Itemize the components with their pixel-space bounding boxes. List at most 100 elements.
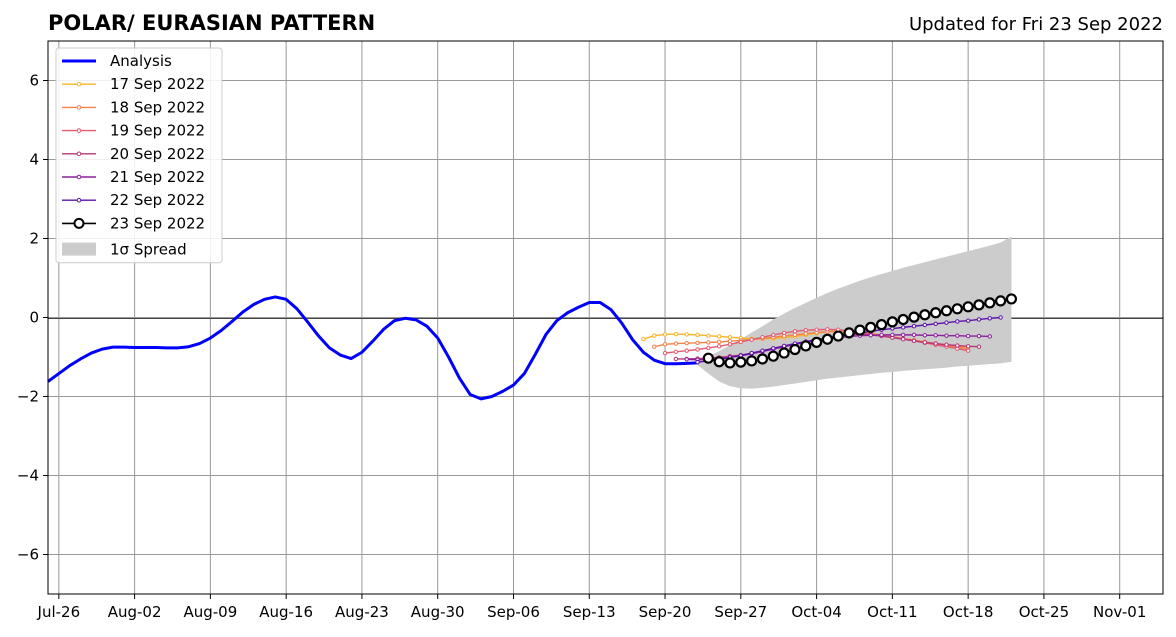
legend-entry: 21 Sep 2022 [62,168,205,186]
data-point [673,356,679,362]
data-point [749,337,754,342]
data-point [695,332,700,338]
chart-subtitle: Updated for Fri 23 Sep 2022 [909,14,1163,35]
data-point [695,347,700,352]
data-point [976,333,982,339]
data-point [760,335,765,340]
data-point [792,332,798,338]
data-point [716,334,722,339]
data-point [976,317,982,322]
data-point [684,357,689,362]
data-point [727,335,733,340]
legend-label: 1σ Spread [110,241,187,259]
data-point [951,303,963,315]
data-point [716,339,722,345]
data-point [955,333,960,338]
x-tick-label: Oct-11 [867,603,917,621]
legend-entry: 1σ Spread [62,241,187,259]
legend-label: 17 Sep 2022 [110,75,205,93]
data-point [684,332,689,337]
data-point [911,323,917,329]
legend-entry: Analysis [62,52,172,70]
legend-label: Analysis [110,52,172,70]
data-point [771,346,776,351]
data-point [944,333,949,338]
data-point [843,327,855,339]
data-point [810,336,823,348]
legend-label: 21 Sep 2022 [110,168,205,186]
data-point [781,343,787,349]
x-tick-label: Sep-20 [639,603,692,621]
data-point [875,319,888,331]
y-tick-label: 4 [29,151,39,169]
y-tick-label: −4 [17,467,39,485]
data-point [652,344,657,349]
legend: Analysis 17 Sep 2022 18 Sep 2022 19 Sep 202… [55,47,223,264]
data-point [922,322,928,328]
data-point [695,340,700,345]
data-point [933,341,938,346]
data-point [965,344,971,349]
y-tick-label: −2 [17,388,39,406]
data-point [900,337,906,342]
chart-title: POLAR/ EURASIAN PATTERN [48,11,375,35]
data-point [890,332,895,338]
data-point [778,347,790,359]
y-tick-label: 6 [29,72,39,90]
data-point [662,350,668,356]
x-tick-label: Aug-02 [108,603,162,621]
axis-ticks: Jul-26 Aug-02 Aug-09 Aug-16 Aug-23 Aug-30 Sep-… [17,72,1147,622]
x-tick-label: Aug-09 [183,603,237,621]
legend-marker [76,197,82,203]
data-point [814,327,819,332]
data-point [933,333,938,338]
legend-entry: 23 Sep 2022 [62,214,205,232]
x-tick-label: Aug-30 [411,603,465,621]
data-point [760,348,765,353]
legend-marker [76,105,82,110]
x-tick-label: Oct-18 [943,603,993,621]
data-point [738,339,744,345]
data-point [756,353,769,365]
legend-marker [76,81,82,87]
data-point [976,344,982,349]
series-23-sep-2022 [702,293,1018,369]
legend-label: 18 Sep 2022 [110,98,205,116]
data-point [684,348,689,353]
data-point [911,338,917,344]
data-point [673,331,679,337]
data-point [868,333,873,338]
data-point [821,333,834,345]
data-point [702,352,714,364]
data-point [865,321,877,333]
data-point [716,344,722,349]
data-point [792,329,798,334]
legend-marker [73,217,85,229]
data-point [897,313,909,326]
data-point [987,334,992,339]
data-point [673,349,679,355]
data-point [886,316,898,328]
y-tick-label: −6 [17,546,39,564]
x-tick-label: Sep-13 [563,603,616,621]
legend-label: 23 Sep 2022 [110,214,205,232]
legend-box [55,47,223,264]
spread-band [697,236,1012,389]
x-tick-label: Oct-04 [791,603,841,621]
data-point [652,333,657,338]
data-point [706,333,711,338]
series-analysis [47,295,698,401]
y-tick-label: 2 [29,230,39,248]
legend-label: 20 Sep 2022 [110,145,205,163]
legend-swatch [62,242,96,256]
spread-area [697,236,1012,389]
data-point [922,333,928,338]
x-tick-label: Aug-23 [335,603,389,621]
data-point [684,340,689,346]
data-point [713,356,725,368]
data-point [746,355,758,367]
data-point [789,343,801,356]
x-tick-label: Jul-26 [37,603,81,621]
data-point [662,342,668,347]
